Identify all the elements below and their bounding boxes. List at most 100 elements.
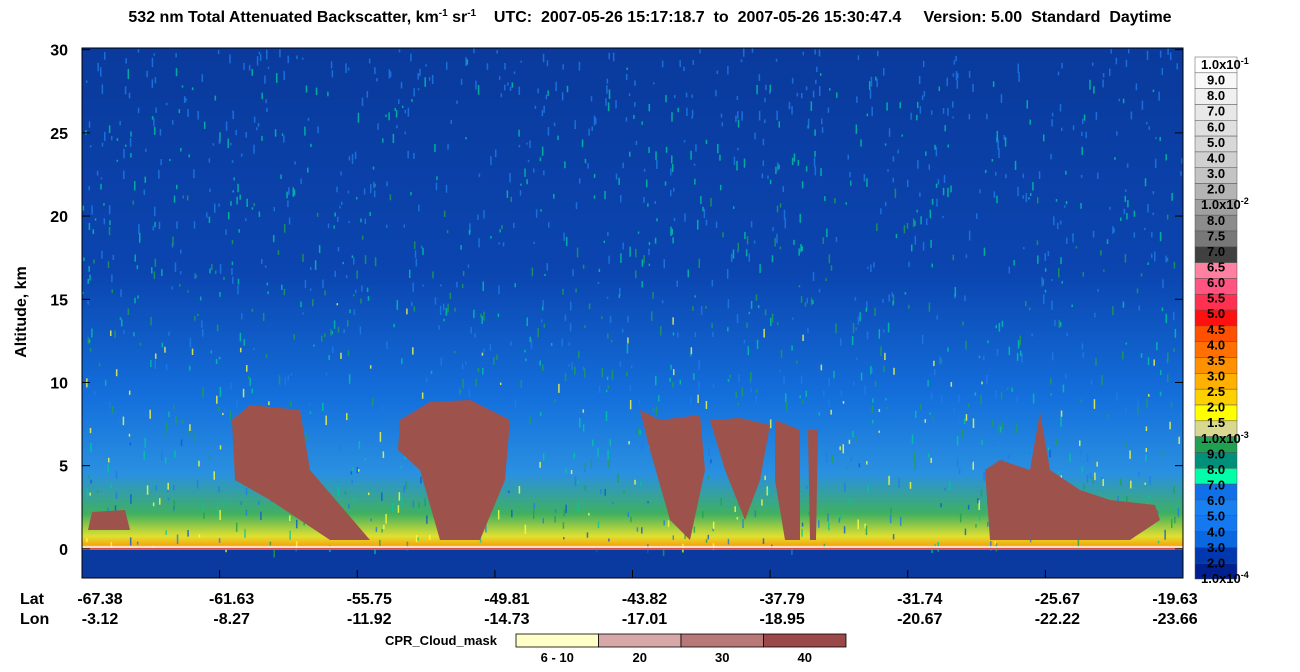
noise — [111, 274, 113, 283]
noise — [741, 387, 744, 397]
noise — [333, 225, 335, 229]
noise — [266, 282, 269, 286]
noise — [748, 253, 750, 262]
noise — [290, 401, 292, 407]
noise — [189, 424, 191, 432]
noise — [119, 120, 121, 126]
noise — [407, 107, 410, 117]
noise — [529, 140, 531, 148]
noise — [930, 239, 932, 248]
noise — [947, 107, 949, 116]
noise — [1094, 472, 1096, 481]
noise — [465, 57, 467, 67]
noise — [520, 380, 523, 389]
noise — [805, 166, 808, 172]
noise — [928, 164, 930, 170]
noise — [1181, 158, 1183, 164]
noise — [872, 398, 874, 403]
noise — [694, 295, 696, 298]
noise — [737, 147, 739, 151]
noise — [1150, 253, 1153, 259]
noise — [928, 302, 931, 312]
noise — [543, 105, 545, 113]
noise — [227, 212, 230, 220]
noise — [693, 526, 696, 533]
noise — [677, 107, 679, 113]
noise — [257, 123, 260, 127]
x-tick-label: -19.63 — [1152, 591, 1197, 608]
noise — [629, 151, 631, 157]
colorbar-label-text: 1.0x10 — [1201, 57, 1241, 72]
noise — [238, 229, 240, 233]
noise — [92, 229, 95, 235]
noise — [498, 76, 501, 80]
noise — [735, 391, 737, 398]
noise — [542, 53, 545, 63]
noise — [564, 161, 566, 169]
noise — [267, 291, 269, 295]
noise — [88, 339, 91, 344]
noise — [1166, 374, 1169, 383]
noise — [155, 107, 157, 113]
title-part: UTC: 2007-05-26 15:17:18.7 to 2007-05-26… — [476, 9, 1172, 26]
noise — [967, 403, 970, 408]
noise — [1082, 118, 1084, 124]
noise — [231, 240, 234, 245]
noise — [611, 370, 614, 380]
noise — [1126, 495, 1128, 506]
noise — [258, 211, 261, 217]
noise — [1101, 375, 1103, 386]
noise — [1062, 384, 1065, 393]
noise — [705, 539, 708, 543]
noise — [485, 525, 487, 533]
noise — [697, 394, 699, 404]
noise — [762, 138, 765, 146]
noise — [432, 271, 434, 279]
noise — [892, 177, 895, 183]
noise — [292, 187, 294, 197]
noise — [582, 264, 585, 269]
noise — [917, 160, 919, 169]
noise — [373, 190, 376, 198]
noise — [340, 352, 342, 359]
noise — [824, 196, 826, 201]
noise — [778, 121, 781, 128]
noise — [1066, 237, 1068, 244]
noise — [154, 353, 157, 359]
noise — [339, 445, 341, 453]
noise — [798, 285, 801, 288]
noise — [1016, 396, 1019, 403]
noise — [509, 86, 512, 92]
cpr-legend-cell — [680, 633, 764, 648]
noise — [108, 226, 111, 236]
noise — [237, 285, 239, 295]
noise — [1051, 119, 1053, 127]
noise — [418, 502, 420, 508]
noise — [1019, 335, 1022, 346]
noise — [656, 218, 658, 222]
noise — [305, 85, 308, 93]
noise — [910, 244, 913, 252]
noise — [230, 201, 232, 206]
noise — [1116, 392, 1118, 401]
noise — [245, 365, 248, 372]
noise — [634, 479, 636, 485]
noise — [403, 224, 406, 228]
noise — [1174, 516, 1176, 524]
noise — [344, 490, 347, 495]
noise — [245, 509, 248, 516]
noise — [705, 139, 708, 145]
noise — [356, 270, 358, 279]
noise — [439, 284, 442, 287]
noise — [1041, 276, 1043, 287]
noise — [136, 541, 139, 545]
noise — [90, 443, 92, 452]
noise — [422, 247, 424, 255]
noise — [1060, 417, 1062, 427]
noise — [578, 178, 581, 184]
noise — [420, 476, 422, 484]
noise — [489, 343, 492, 351]
noise — [403, 485, 405, 493]
noise — [852, 431, 854, 438]
noise — [368, 58, 371, 64]
